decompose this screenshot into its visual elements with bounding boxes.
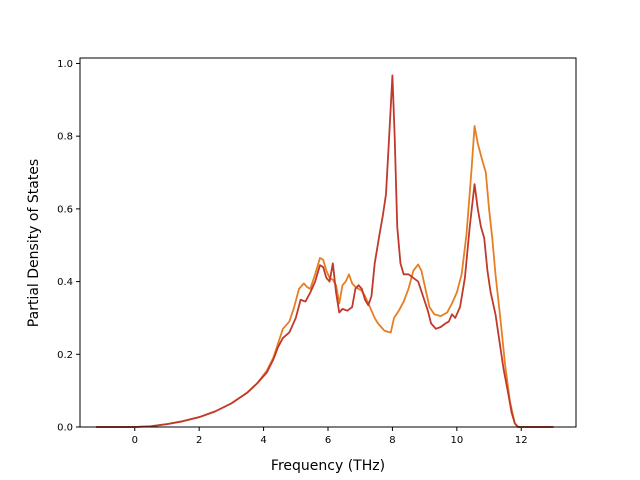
series-line-2	[96, 74, 554, 428]
x-tick-label: 4	[260, 435, 266, 446]
y-tick-label: 0.0	[57, 423, 73, 434]
x-tick-label: 12	[515, 435, 528, 446]
y-tick-label: 0.6	[57, 204, 73, 215]
x-tick-label: 8	[389, 435, 395, 446]
y-tick-label: 1.0	[57, 59, 73, 70]
series-group	[96, 74, 554, 428]
x-tick-label: 0	[132, 435, 138, 446]
axis-ticks: 0 2 4 6 8 10 12 0.0 0.2 0.4 0.6 0.8 1.0	[57, 59, 528, 446]
plot-frame	[79, 57, 577, 428]
y-axis-label: Partial Density of States	[26, 159, 42, 327]
x-tick-label: 10	[450, 435, 463, 446]
y-tick-label: 0.4	[57, 277, 73, 288]
y-tick-label: 0.2	[57, 350, 73, 361]
x-axis-label: Frequency (THz)	[271, 458, 385, 474]
y-tick-label: 0.8	[57, 132, 73, 143]
x-tick-label: 6	[325, 435, 331, 446]
series-line-1	[96, 125, 554, 428]
x-tick-label: 2	[196, 435, 202, 446]
